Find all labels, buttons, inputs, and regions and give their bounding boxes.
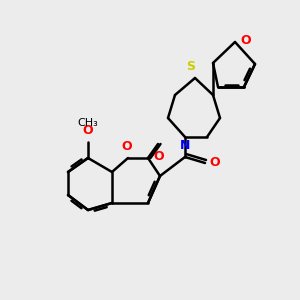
Text: O: O	[240, 34, 250, 46]
Text: CH₃: CH₃	[78, 118, 98, 128]
Text: O: O	[83, 124, 93, 137]
Text: O: O	[209, 157, 220, 169]
Text: N: N	[180, 139, 190, 152]
Text: O: O	[122, 140, 132, 153]
Text: S: S	[187, 60, 196, 73]
Text: O: O	[154, 150, 164, 163]
